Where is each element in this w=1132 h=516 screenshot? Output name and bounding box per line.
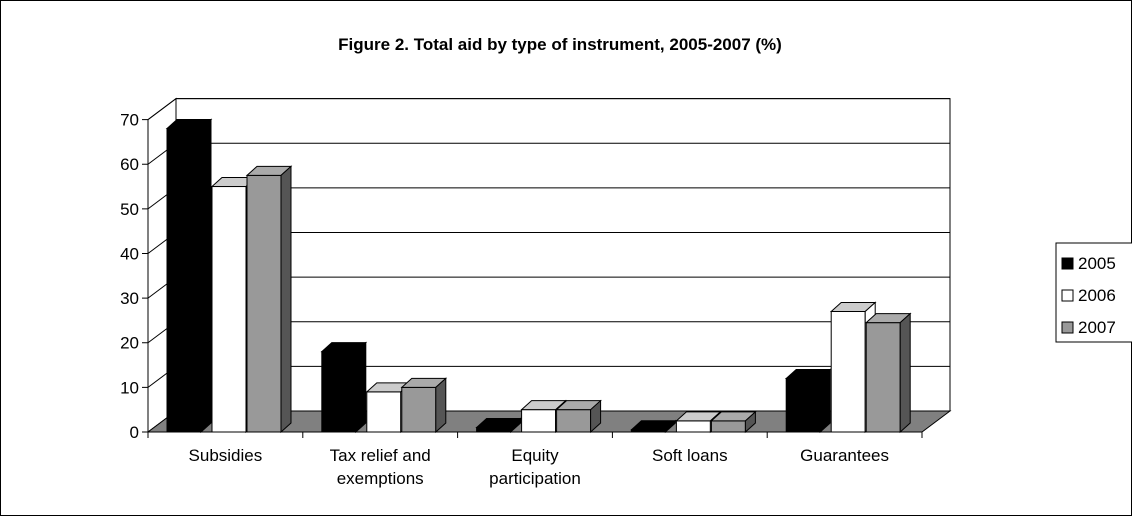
tick-label: 30 (120, 289, 139, 308)
legend-label: 2007 (1078, 318, 1116, 337)
bar-front (401, 386, 437, 433)
tick-label: 20 (120, 334, 139, 353)
bar-side (355, 341, 367, 434)
category-label-line: Equity (511, 446, 559, 465)
back-wall (175, 98, 951, 412)
bar (475, 417, 522, 434)
bar (245, 165, 293, 434)
legend-swatch (1061, 321, 1074, 334)
category-label-line: Tax relief and (330, 446, 431, 465)
bar-front (830, 311, 866, 433)
tick-label: 0 (130, 423, 139, 442)
category-label: Tax relief and exemptions (330, 446, 431, 488)
category-label: Subsidies (189, 446, 263, 465)
bar-front (785, 377, 821, 433)
chart-title: Figure 2. Total aid by type of instrumen… (338, 35, 782, 54)
bar-side (280, 165, 292, 434)
bar (864, 312, 912, 434)
tick-label: 40 (120, 244, 139, 263)
bar (630, 419, 677, 434)
bar-side (435, 377, 447, 434)
tick-label: 50 (120, 200, 139, 219)
category-label-line: Guarantees (800, 446, 889, 465)
bar (784, 368, 832, 434)
bar-front (246, 174, 282, 433)
category-label-line: Soft loans (652, 446, 728, 465)
bar (165, 118, 213, 434)
bars (165, 118, 912, 434)
category-label: Soft loans (652, 446, 728, 465)
tick-label: 70 (120, 111, 139, 130)
bar-front (476, 427, 512, 433)
bar-front (211, 186, 247, 433)
bar-side (744, 410, 756, 434)
legend-label: 2005 (1078, 254, 1116, 273)
legend-swatch (1061, 257, 1074, 270)
bar-side (200, 118, 212, 434)
legend: 2005 2006 2007 (1055, 242, 1132, 343)
bar-front (521, 409, 557, 433)
bar (710, 410, 757, 434)
gridlines (147, 98, 950, 388)
bar (400, 377, 448, 434)
legend-label: 2006 (1078, 286, 1116, 305)
bar-front (321, 351, 357, 433)
bar-front (556, 409, 592, 433)
bar-side (899, 312, 911, 434)
bar-side (510, 417, 522, 434)
gridline-side (147, 98, 177, 121)
tick-label: 10 (120, 378, 139, 397)
bar-front (710, 420, 746, 433)
bar (555, 399, 602, 434)
bar-front (166, 128, 202, 433)
bar-side (664, 419, 676, 434)
category-label-line: Subsidies (189, 446, 263, 465)
value-axis: 0 10 20 30 40 50 60 70 (120, 111, 149, 442)
category-label: Guarantees (800, 446, 889, 465)
bar-side (819, 368, 831, 434)
category-label-line: participation (489, 469, 581, 488)
category-label-line: exemptions (337, 469, 424, 488)
bar-front (366, 391, 402, 433)
bar-front (675, 420, 711, 433)
bar (320, 341, 368, 434)
bar-side (590, 399, 602, 434)
tick-label: 60 (120, 155, 139, 174)
category-label: Equity participation (489, 446, 581, 488)
legend-swatch (1061, 289, 1074, 302)
category-labels: Subsidies Tax relief and exemptions Equity p… (147, 432, 923, 488)
bar-front (865, 322, 901, 433)
